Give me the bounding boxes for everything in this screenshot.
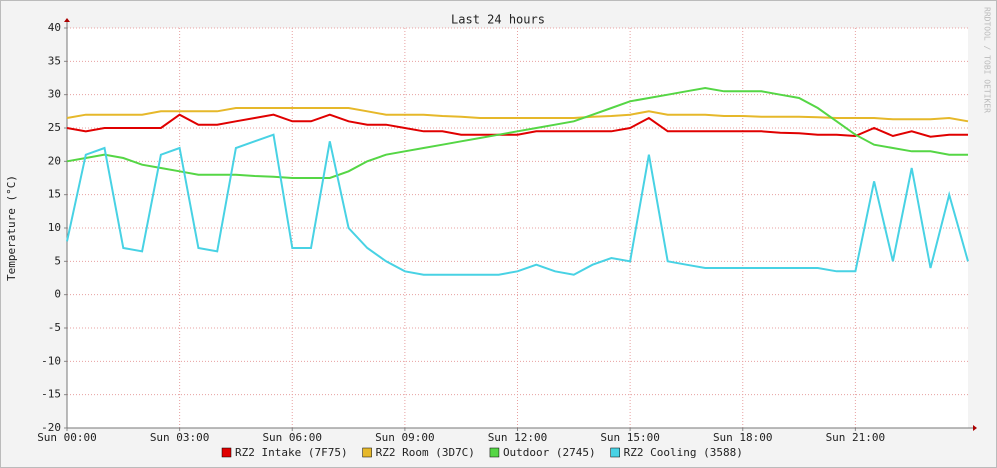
- y-tick-label: 25: [48, 121, 61, 134]
- legend-label: RZ2 Room (3D7C): [376, 446, 475, 459]
- watermark: RRDTOOL / TOBI OETIKER: [983, 7, 992, 113]
- legend-label: RZ2 Cooling (3588): [624, 446, 743, 459]
- legend-swatch: [362, 447, 372, 458]
- y-tick-label: 40: [48, 21, 61, 34]
- legend-swatch: [489, 447, 500, 458]
- legend-swatch: [610, 447, 620, 458]
- series-line: [66, 107, 969, 123]
- axis-arrow: [64, 18, 70, 22]
- series-line: [66, 113, 968, 138]
- series-line: [66, 86, 968, 179]
- x-tick-label: Sun 21:00: [826, 431, 886, 444]
- y-tick-label: 35: [48, 54, 61, 67]
- series-line: [66, 133, 969, 276]
- y-tick-label: 5: [54, 254, 61, 267]
- axis-arrow: [973, 425, 977, 431]
- y-tick-label: -5: [48, 321, 61, 334]
- x-tick-label: Sun 12:00: [488, 431, 548, 444]
- y-tick-label: -20: [41, 421, 61, 434]
- x-tick-label: Sun 15:00: [600, 431, 660, 444]
- y-axis-label: Temperature (°C): [5, 175, 18, 281]
- x-tick-label: Sun 09:00: [375, 431, 435, 444]
- x-tick-label: Sun 00:00: [37, 431, 97, 444]
- y-tick-label: -10: [41, 354, 61, 367]
- y-tick-label: 20: [48, 154, 61, 167]
- y-tick-label: -15: [41, 388, 61, 401]
- y-tick-label: 30: [48, 88, 61, 101]
- y-tick-label: 10: [48, 221, 61, 234]
- y-tick-label: 0: [54, 288, 61, 301]
- x-tick-label: Sun 18:00: [713, 431, 773, 444]
- x-tick-label: Sun 03:00: [150, 431, 210, 444]
- y-tick-label: 15: [48, 188, 61, 201]
- x-tick-label: Sun 06:00: [262, 431, 322, 444]
- legend-swatch: [221, 447, 232, 458]
- legend-label: Outdoor (2745): [503, 446, 596, 459]
- chart-title: Last 24 hours: [451, 13, 545, 27]
- legend-label: RZ2 Intake (7F75): [235, 446, 348, 459]
